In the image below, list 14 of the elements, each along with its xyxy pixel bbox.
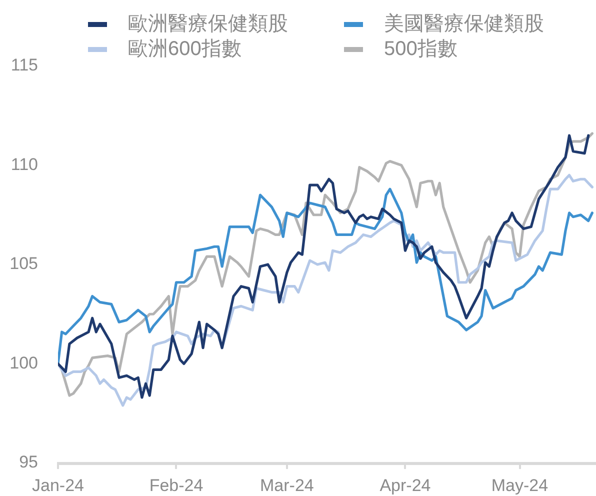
legend-label: 美國醫療保健類股: [384, 12, 544, 37]
x-tick-label: Mar-24: [260, 476, 314, 495]
legend-label: 歐洲醫療保健類股: [128, 12, 288, 37]
y-tick-label: 105: [10, 254, 38, 274]
x-tick-label: Jan-24: [32, 476, 84, 495]
x-tick-label: Feb-24: [149, 476, 204, 495]
y-tick-label: 115: [10, 56, 38, 75]
legend-label: 500指數: [384, 37, 458, 62]
y-tick-label: 110: [10, 154, 38, 174]
x-tick-label: May-24: [491, 476, 548, 495]
y-tick-label: 100: [10, 353, 38, 372]
legend-label: 歐洲600指數: [128, 37, 242, 62]
y-tick-label: 95: [19, 452, 38, 472]
x-tick-label: Apr-24: [380, 476, 431, 495]
